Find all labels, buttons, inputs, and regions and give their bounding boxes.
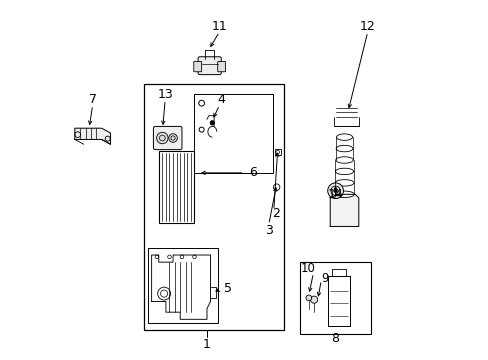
- Circle shape: [305, 295, 311, 301]
- Text: 9: 9: [321, 272, 328, 285]
- Text: 7: 7: [88, 93, 97, 106]
- FancyBboxPatch shape: [198, 57, 221, 75]
- Circle shape: [156, 132, 168, 144]
- FancyBboxPatch shape: [153, 126, 182, 150]
- Text: 2: 2: [271, 207, 279, 220]
- Circle shape: [333, 189, 337, 193]
- Text: 12: 12: [359, 20, 375, 33]
- Bar: [144, 84, 283, 330]
- Bar: [159, 152, 194, 223]
- Text: 6: 6: [249, 166, 257, 179]
- Text: 8: 8: [331, 333, 339, 346]
- Text: 4: 4: [217, 93, 225, 106]
- Circle shape: [310, 296, 317, 303]
- Text: 5: 5: [224, 283, 232, 296]
- Text: 13: 13: [157, 88, 173, 101]
- FancyBboxPatch shape: [217, 62, 225, 72]
- Text: 11: 11: [211, 20, 227, 33]
- Bar: [148, 248, 217, 323]
- FancyBboxPatch shape: [193, 62, 201, 72]
- Text: 1: 1: [203, 338, 210, 351]
- Text: 3: 3: [264, 224, 272, 237]
- Circle shape: [168, 134, 177, 142]
- Circle shape: [210, 121, 214, 125]
- Circle shape: [327, 183, 343, 199]
- Bar: [274, 149, 280, 155]
- Bar: [299, 262, 370, 334]
- Text: 10: 10: [300, 262, 315, 275]
- Bar: [194, 94, 272, 173]
- Polygon shape: [329, 194, 358, 226]
- Text: 14: 14: [327, 188, 343, 201]
- Polygon shape: [75, 128, 110, 144]
